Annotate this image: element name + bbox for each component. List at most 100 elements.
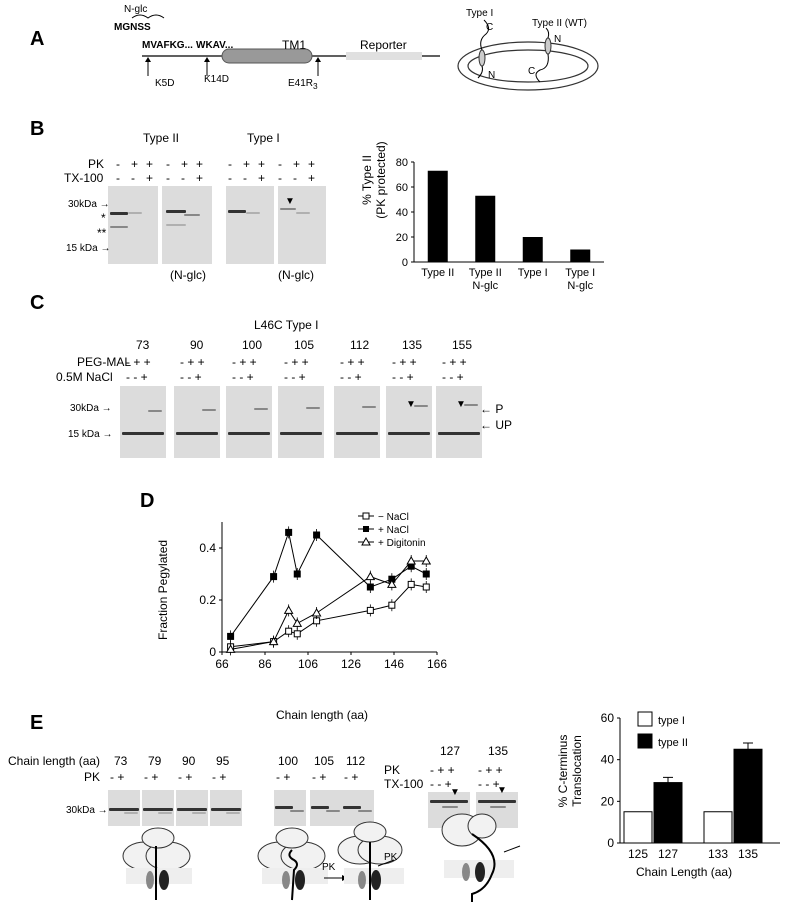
- chart-b-bar: [427, 170, 448, 262]
- chart-d-point: [285, 528, 293, 536]
- chart-d-xtick-label: 126: [341, 657, 361, 671]
- chart-e-ylabel: % C-terminus Translocation: [556, 734, 584, 808]
- e-pk-signs: - +: [110, 770, 125, 784]
- c-pegmal-label: PEG-MAL: [77, 355, 132, 369]
- translocon-cartoon-3: [337, 821, 404, 900]
- e-length-label: 100: [278, 754, 299, 768]
- chart-e-xtick-label: 133: [708, 847, 728, 861]
- chart-d-xtick-label: 86: [258, 657, 272, 671]
- c-mw15-label: 15 kDa →: [68, 429, 113, 440]
- chart-b-xtick-label-2: N-glc: [472, 280, 498, 292]
- chart-e-bar: [733, 748, 763, 844]
- c-length-label: 100: [242, 338, 263, 352]
- blot-b-1: [108, 186, 158, 264]
- type1-c-label: C: [486, 22, 494, 33]
- type2-heading: Type II: [143, 131, 180, 145]
- chart-e-bar: [653, 782, 683, 844]
- c-nacl-signs: - - +: [284, 370, 306, 384]
- chart-e-xlabel: Chain Length (aa): [636, 865, 733, 879]
- b-nglc-1: (N-glc): [170, 268, 206, 282]
- c-blot: [436, 386, 482, 458]
- translocon-cartoon-1: [122, 827, 192, 900]
- panel-c-letter: C: [30, 292, 45, 314]
- e41r-label: E41R3: [288, 78, 318, 91]
- c-title: L46C Type I: [254, 318, 319, 332]
- chart-d-point: [270, 573, 278, 581]
- chart-d-legend-label: − NaCl: [378, 512, 409, 523]
- translocon-cartoon-4: [441, 813, 521, 902]
- chart-d-legend-marker: [362, 512, 370, 520]
- chart-d-point: [313, 531, 321, 539]
- b-pk-signs-2: - + +: [166, 157, 204, 171]
- tm1-domain: [221, 48, 313, 64]
- chart-b-ytick-label: 80: [396, 157, 408, 169]
- type2-n-label: N: [554, 34, 562, 45]
- e-pk-arrow-label-1: PK: [322, 862, 336, 873]
- seq-wkav: WKAV...: [196, 40, 234, 51]
- c-peg-signs: - + +: [340, 355, 365, 369]
- chart-e-ytick-label: 20: [601, 794, 615, 808]
- e-length-label: 105: [314, 754, 335, 768]
- k14d-label: K14D: [204, 74, 230, 85]
- e-tx-signs-3: - - +: [478, 777, 500, 791]
- chart-e-bar: [623, 811, 653, 844]
- chart-e-ytick-label: 0: [607, 836, 614, 850]
- chart-e-ytick-label: 40: [601, 753, 615, 767]
- chart-e-legend-swatch: [637, 711, 653, 727]
- b-mw15-label: 15 kDa →: [66, 243, 111, 254]
- tm1-label: TM1: [282, 38, 306, 52]
- c-peg-signs: - + +: [284, 355, 309, 369]
- chart-d-xtick-label: 166: [427, 657, 447, 671]
- type1-heading: Type I: [247, 131, 280, 145]
- chart-d-point: [407, 580, 415, 588]
- pk-arrow-2: [377, 859, 395, 867]
- chart-d: 66 86 106 126 146 166 0 0.2 0.4 − NaCl + NaCl + Dig…: [199, 512, 447, 671]
- c-length-label: 155: [452, 338, 473, 352]
- e-pk-signs-3: - + +: [478, 763, 503, 777]
- e-chainlength-label: Chain length (aa): [8, 754, 101, 768]
- chart-b-bar: [475, 195, 496, 262]
- c-length-label: 90: [190, 338, 204, 352]
- c-blot: [174, 386, 220, 458]
- e-blot: [274, 790, 306, 826]
- e-blot: [210, 790, 242, 826]
- chart-d-ytick-label: 0.2: [199, 593, 216, 607]
- type1-n-label: N: [488, 70, 496, 81]
- e-pk-label: PK: [84, 770, 101, 784]
- chart-b-xtick-label: Type II: [469, 267, 502, 279]
- b-pk-signs-4: - + +: [278, 157, 316, 171]
- e-pk-signs: - +: [276, 770, 291, 784]
- c-length-label: 112: [350, 338, 370, 352]
- c-nacl-signs: - - +: [232, 370, 254, 384]
- chart-b-ytick-label: 60: [396, 182, 408, 194]
- e-pk-signs: - +: [344, 770, 359, 784]
- chart-d-legend-label: + NaCl: [378, 525, 409, 536]
- c-nacl-label: 0.5M NaCl: [56, 370, 113, 384]
- c-nacl-signs: - - +: [340, 370, 362, 384]
- b-nglc-2: (N-glc): [278, 268, 314, 282]
- chart-e-xtick-label: 135: [738, 847, 758, 861]
- chart-e-ytick-label: 60: [601, 711, 615, 725]
- c-blot: [226, 386, 272, 458]
- chart-d-point: [422, 570, 430, 578]
- chart-d-legend-marker: [361, 536, 371, 546]
- chart-b-xtick-label: Type II: [421, 267, 454, 279]
- b-star2: **: [97, 226, 107, 240]
- blot-b-2: [162, 186, 212, 264]
- chart-b-ytick-label: 0: [402, 257, 408, 269]
- chart-d-ytick-label: 0: [209, 645, 216, 659]
- chart-d-ytick-label: 0.4: [199, 541, 216, 555]
- b-tx-signs: - - +: [116, 171, 154, 185]
- tx100-row-label: TX-100: [64, 171, 104, 185]
- chart-d-point: [366, 606, 374, 614]
- chart-d-point: [292, 618, 303, 627]
- chart-b-ytick-label: 20: [396, 232, 408, 244]
- e-pk-arrow-label-2: PK: [384, 852, 398, 863]
- reporter-label: Reporter: [360, 38, 407, 52]
- chart-d-point: [311, 607, 322, 617]
- c-p-label: ← P: [480, 402, 504, 416]
- chart-e-xtick-label: 127: [658, 847, 678, 861]
